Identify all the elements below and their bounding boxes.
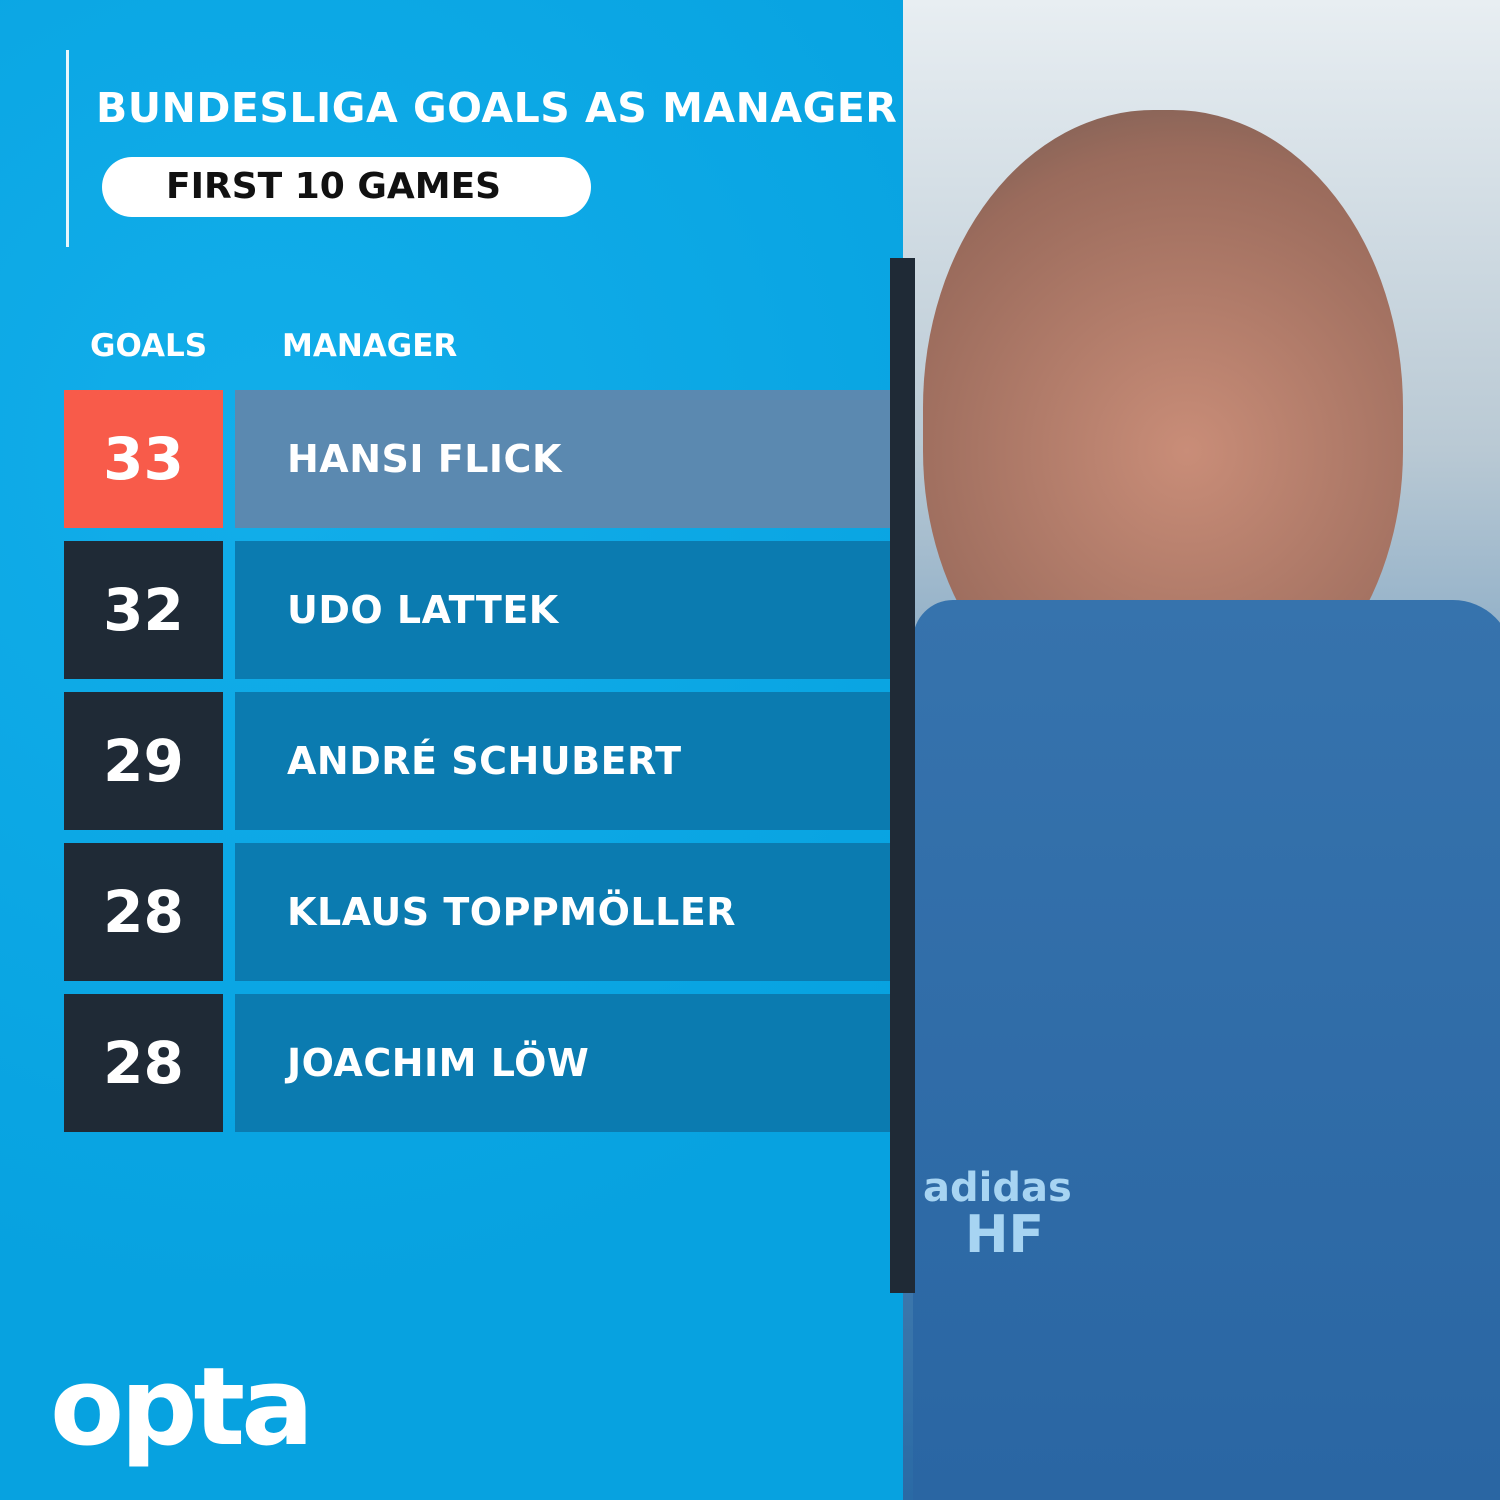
jacket-initials: HF	[965, 1205, 1045, 1265]
accent-bar	[890, 258, 915, 1293]
manager-cell: ANDRÉ SCHUBERT	[235, 692, 890, 830]
column-header-manager: MANAGER	[282, 328, 458, 364]
manager-photo: adidas HF	[903, 0, 1500, 1500]
goals-cell: 28	[64, 994, 223, 1132]
table-row: 28 KLAUS TOPPMÖLLER	[64, 843, 890, 981]
manager-cell: UDO LATTEK	[235, 541, 890, 679]
manager-cell: HANSI FLICK	[235, 390, 890, 528]
manager-cell: KLAUS TOPPMÖLLER	[235, 843, 890, 981]
goals-cell: 28	[64, 843, 223, 981]
jacket-brand: adidas	[923, 1165, 1072, 1211]
title-divider	[66, 50, 69, 247]
goals-cell: 32	[64, 541, 223, 679]
page-title: BUNDESLIGA GOALS AS MANAGER	[96, 84, 898, 132]
table-row: 29 ANDRÉ SCHUBERT	[64, 692, 890, 830]
table-row: 28 JOACHIM LÖW	[64, 994, 890, 1132]
goals-cell: 33	[64, 390, 223, 528]
manager-cell: JOACHIM LÖW	[235, 994, 890, 1132]
table-row: 32 UDO LATTEK	[64, 541, 890, 679]
photo-jacket	[913, 600, 1500, 1500]
table-row: 33 HANSI FLICK	[64, 390, 890, 528]
column-header-goals: GOALS	[90, 328, 208, 364]
subtitle-badge: FIRST 10 GAMES	[102, 157, 591, 217]
opta-logo: opta	[50, 1345, 314, 1470]
goals-cell: 29	[64, 692, 223, 830]
